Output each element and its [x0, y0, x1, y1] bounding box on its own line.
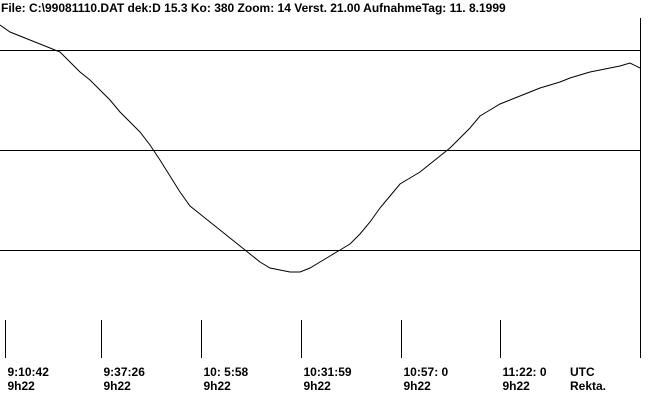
x-tick-label: 10:57: 0	[404, 365, 449, 379]
x-tick-label: 10: 5:58	[204, 365, 249, 379]
x-tick-label: 9:10:42	[8, 365, 50, 379]
ra-label: 9h22	[304, 379, 332, 393]
x-unit-label: UTC	[570, 365, 595, 379]
x-tick-label: 9:37:26	[104, 365, 146, 379]
ra-label: 9h22	[503, 379, 531, 393]
x-tick-label: 11:22: 0	[503, 365, 547, 379]
x-tick-label: 10:31:59	[304, 365, 352, 379]
chart-title: File: C:\99081110.DAT dek:D 15.3 Ko: 380…	[1, 1, 506, 15]
signal-line	[0, 24, 641, 273]
ra-unit-label: Rekta.	[570, 379, 606, 393]
ra-label: 9h22	[204, 379, 232, 393]
ra-label: 9h22	[404, 379, 432, 393]
ra-label: 9h22	[104, 379, 132, 393]
ra-label: 9h22	[8, 379, 36, 393]
